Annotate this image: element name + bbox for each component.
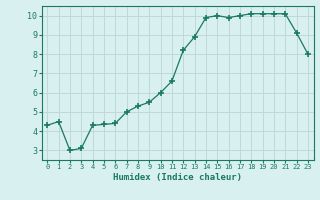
X-axis label: Humidex (Indice chaleur): Humidex (Indice chaleur) <box>113 173 242 182</box>
